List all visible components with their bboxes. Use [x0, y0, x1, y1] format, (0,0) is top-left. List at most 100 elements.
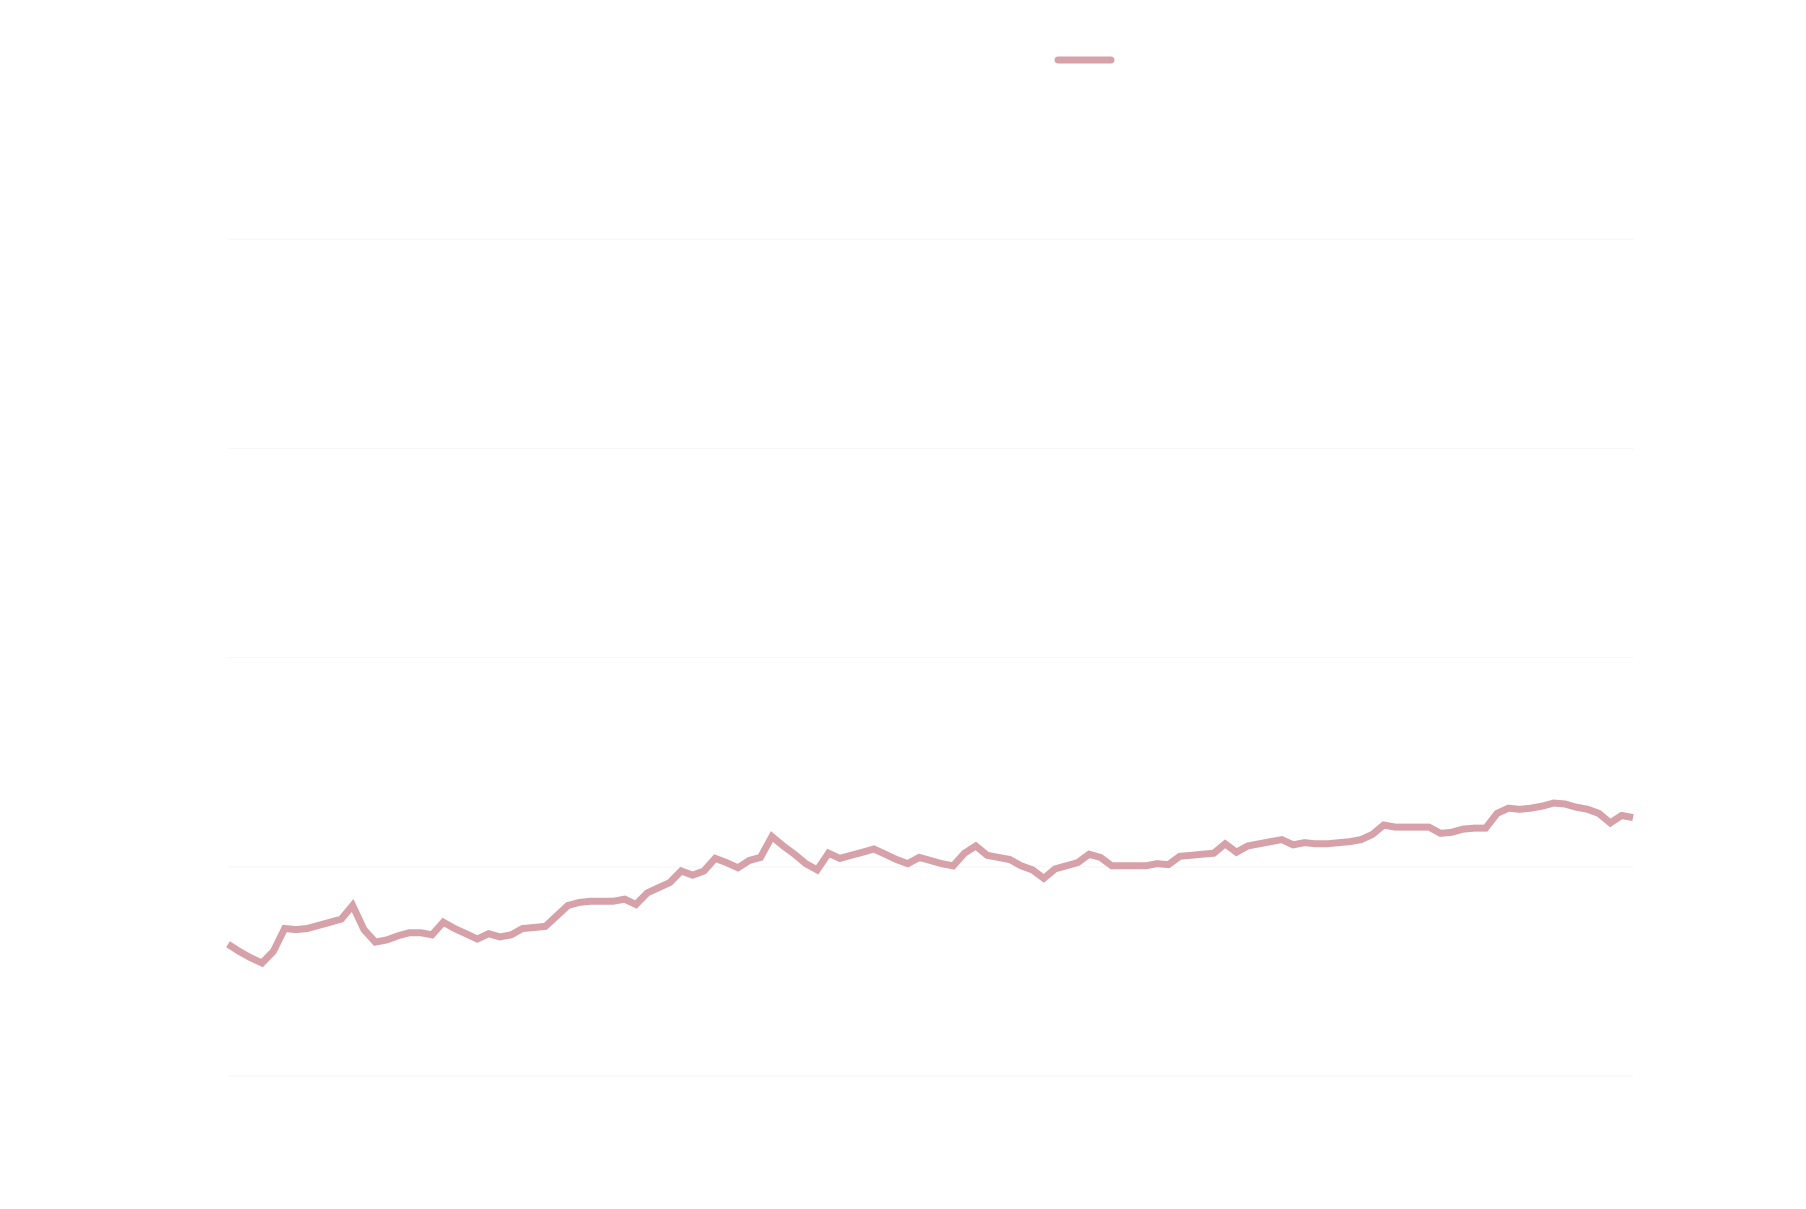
data-point — [917, 855, 921, 859]
data-point — [566, 904, 570, 908]
data-point — [997, 855, 1001, 859]
data-point — [1042, 876, 1046, 880]
data-point — [464, 932, 468, 936]
data-point — [407, 931, 411, 935]
data-point — [804, 862, 808, 866]
data-point — [237, 950, 241, 954]
data-point — [1053, 867, 1057, 871]
data-point — [339, 917, 343, 921]
data-point — [498, 935, 502, 939]
data-point — [249, 956, 253, 960]
data-point — [1393, 825, 1397, 829]
data-point — [441, 920, 445, 924]
data-point — [1450, 830, 1454, 834]
data-point — [1484, 826, 1488, 830]
data-point — [1563, 802, 1567, 806]
data-point — [543, 924, 547, 928]
data-point — [1416, 825, 1420, 829]
data-point — [453, 927, 457, 931]
data-point — [1133, 864, 1137, 868]
data-point — [906, 862, 910, 866]
data-point — [283, 927, 287, 931]
data-point — [373, 940, 377, 944]
gridlines — [228, 238, 1633, 1077]
data-point — [1631, 816, 1635, 820]
data-point — [1597, 812, 1601, 816]
data-point — [1359, 838, 1363, 842]
data-point — [849, 853, 853, 857]
data-point — [634, 903, 638, 907]
data-point — [1608, 821, 1612, 825]
data-point — [1178, 854, 1182, 858]
data-point — [260, 961, 264, 965]
data-point — [725, 861, 729, 865]
data-point — [1155, 862, 1159, 866]
data-point — [1099, 855, 1103, 859]
data-point — [940, 862, 944, 866]
data-point — [1540, 804, 1544, 808]
data-point — [1223, 842, 1227, 846]
data-point — [611, 899, 615, 903]
data-point — [736, 866, 740, 870]
data-point — [1586, 807, 1590, 811]
data-point — [1234, 850, 1238, 854]
data-point — [1212, 851, 1216, 855]
data-point — [1144, 864, 1148, 868]
data-point — [883, 852, 887, 856]
data-point — [1427, 825, 1431, 829]
data-point — [747, 859, 751, 863]
data-point — [1121, 864, 1125, 868]
data-point — [702, 869, 706, 873]
data-point — [895, 858, 899, 862]
data-point — [872, 847, 876, 851]
data-point — [963, 851, 967, 855]
data-point — [475, 937, 479, 941]
data-point — [1110, 864, 1114, 868]
data-point — [532, 926, 536, 930]
data-point — [1189, 853, 1193, 857]
data-point — [1574, 805, 1578, 809]
data-point — [351, 904, 355, 908]
data-point — [1166, 863, 1170, 867]
data-point — [713, 856, 717, 860]
data-point — [271, 950, 275, 954]
data-point — [691, 873, 695, 877]
data-point — [362, 928, 366, 932]
data-point — [1087, 852, 1091, 856]
data-point — [679, 869, 683, 873]
data-point — [985, 853, 989, 857]
data-point — [1620, 814, 1624, 818]
data-point — [1291, 843, 1295, 847]
data-point — [770, 835, 774, 839]
data-point — [385, 938, 389, 942]
data-point — [1518, 807, 1522, 811]
data-point — [430, 933, 434, 937]
data-point — [521, 927, 525, 931]
data-point — [1008, 858, 1012, 862]
data-point — [1370, 832, 1374, 836]
data-point — [838, 856, 842, 860]
data-point — [1461, 827, 1465, 831]
data-point — [974, 844, 978, 848]
data-point — [861, 850, 865, 854]
data-point — [759, 855, 763, 859]
data-point — [1404, 825, 1408, 829]
data-point — [1302, 841, 1306, 845]
data-point — [781, 844, 785, 848]
data-point — [951, 864, 955, 868]
data-point — [668, 881, 672, 885]
data-point — [1325, 842, 1329, 846]
data-point — [328, 920, 332, 924]
data-point — [1200, 852, 1204, 856]
data-point — [487, 932, 491, 936]
data-point — [1280, 838, 1284, 842]
data-point — [600, 899, 604, 903]
data-point — [793, 852, 797, 856]
data-point — [1382, 823, 1386, 827]
data-point — [305, 927, 309, 931]
data-point — [577, 900, 581, 904]
data-point — [396, 934, 400, 938]
data-point — [1529, 806, 1533, 810]
data-point — [589, 899, 593, 903]
